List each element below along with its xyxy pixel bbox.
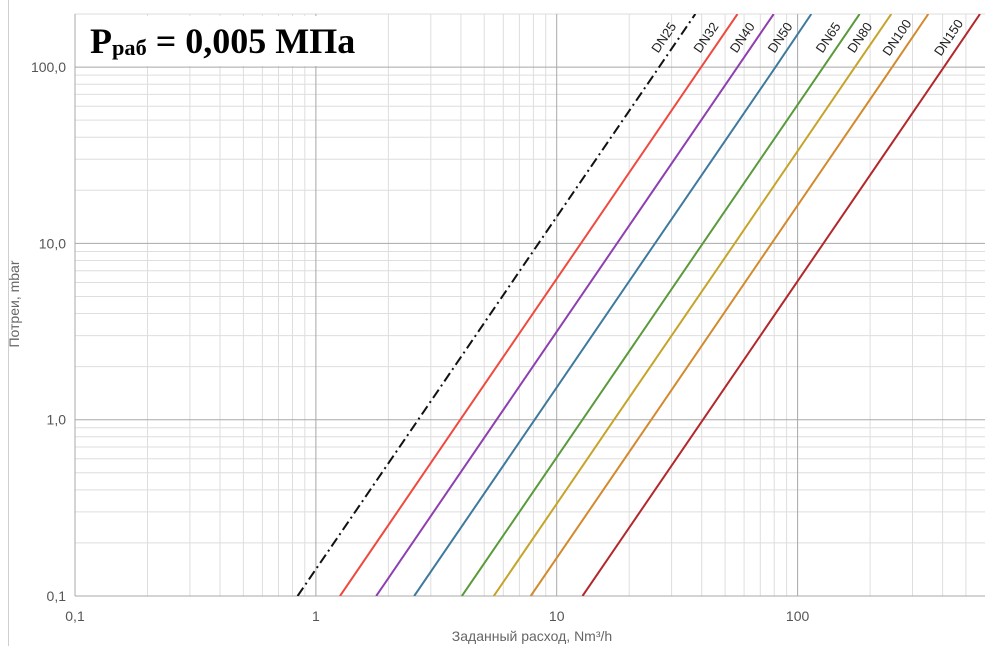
title-subscript: раб — [112, 35, 147, 61]
grid — [74, 13, 985, 597]
series-label-dn25: DN25 — [648, 20, 679, 56]
y-axis-label: Потреи, mbar — [6, 260, 22, 347]
series-label-dn80: DN80 — [844, 20, 875, 56]
series-line-dn65 — [461, 14, 861, 596]
y-tick-labels: 0,1 1,0 10,0 100,0 — [31, 59, 66, 604]
title-symbol: P — [90, 21, 112, 61]
series-line-dn40 — [375, 14, 775, 596]
series-label-dn65: DN65 — [813, 20, 844, 56]
x-tick-label: 10 — [549, 608, 565, 624]
series-line-dn80 — [492, 14, 893, 596]
series-line-dn150 — [581, 14, 981, 596]
y-tick-label: 0,1 — [47, 588, 67, 604]
series-label-dn150: DN150 — [931, 17, 966, 59]
y-tick-label: 100,0 — [31, 59, 66, 75]
series-label-dn40: DN40 — [727, 20, 758, 56]
x-tick-labels: 0,1 1 10 100 — [65, 608, 809, 624]
grid-minor-lines — [75, 13, 985, 596]
series-lines — [296, 14, 981, 596]
series-labels: DN25 DN32 DN40 DN50 DN65 DN80 DN100 DN150 — [648, 17, 966, 59]
x-tick-label: 0,1 — [65, 608, 85, 624]
series-line-dn100 — [529, 14, 930, 596]
series-label-dn32: DN32 — [690, 20, 721, 56]
x-axis-label: Заданный расход, Nm³/h — [452, 628, 612, 644]
x-tick-label: 1 — [312, 608, 320, 624]
title-value: = 0,005 МПа — [155, 21, 356, 61]
series-line-dn25 — [296, 14, 697, 596]
grid-major-lines — [74, 14, 985, 597]
figure-border-left — [8, 0, 9, 646]
x-tick-label: 100 — [786, 608, 810, 624]
series-label-dn50: DN50 — [765, 20, 796, 56]
chart-title: Pраб = 0,005 МПа — [80, 16, 366, 66]
series-line-dn32 — [339, 14, 739, 596]
y-tick-label: 10,0 — [39, 235, 66, 251]
series-line-dn50 — [413, 14, 813, 596]
y-tick-label: 1,0 — [47, 412, 67, 428]
